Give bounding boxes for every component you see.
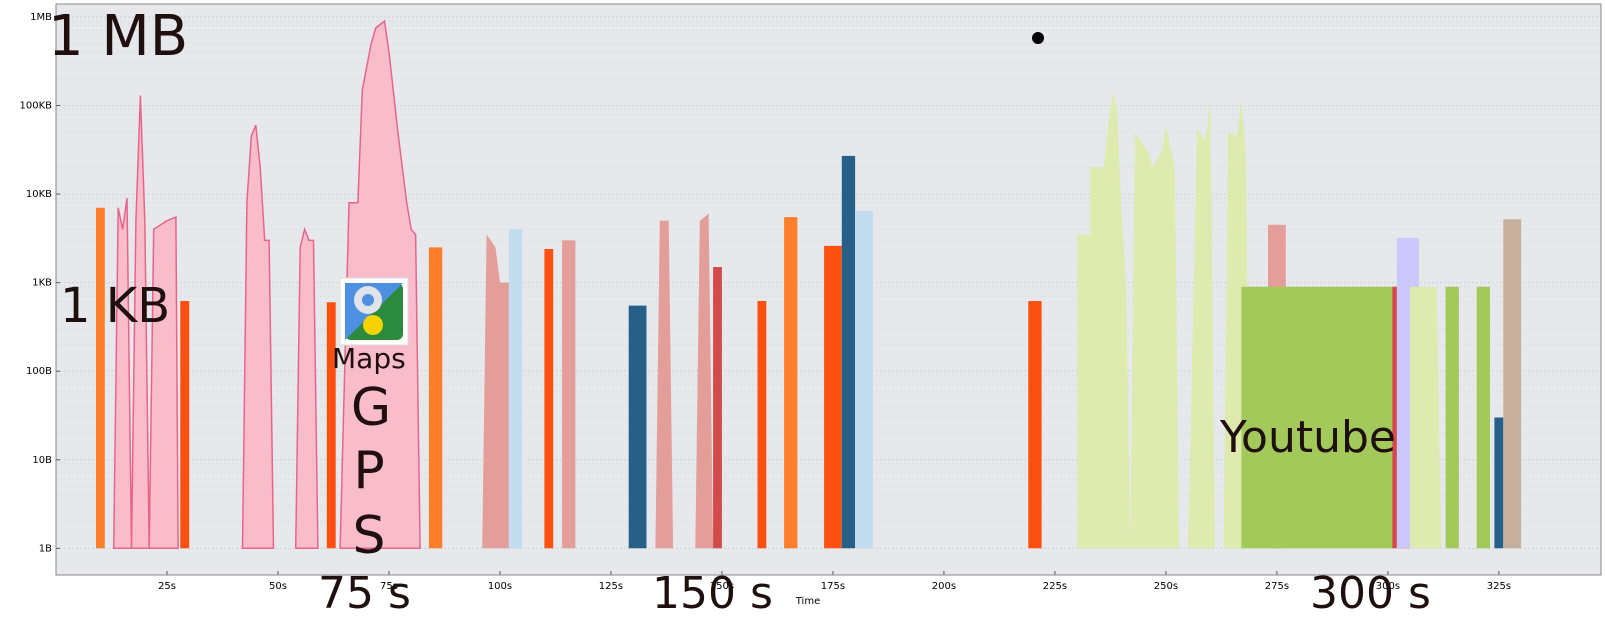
area-segment-14 [695,213,714,549]
x-tick-label: 225s [1043,581,1067,592]
y-tick-label: 100B [26,366,52,377]
x-tick-label: 75s [380,581,398,592]
area-segment-16 [757,301,767,549]
area-segment-33 [1494,417,1504,549]
x-tick-label: 150s [710,581,734,592]
area-segment-0 [96,207,105,549]
area-segment-17 [784,217,798,549]
x-tick-label: 100s [488,581,512,592]
area-segment-30 [1410,286,1442,549]
annotation-300s: 300 s [1310,568,1431,619]
y-tick-label: 1MB [30,12,52,23]
annotation-maps: Maps [332,342,406,375]
y-axis-ticks: 1B 10B 100B 1KB 10KB 100KB 1MB [19,12,60,554]
x-tick-label: 50s [269,581,287,592]
area-segment-8 [482,234,514,549]
annotation-gps-g: G [351,378,391,438]
area-segment-22 [1077,92,1131,549]
x-tick-label: 325s [1487,581,1511,592]
x-tick-label: 250s [1154,581,1178,592]
annotation-1kb: 1 KB [60,278,170,334]
annotation-youtube: Youtube [1219,412,1396,463]
annotation-75s: 75 s [318,568,411,619]
annotation-gps-s: S [352,506,385,566]
area-segment-32 [1476,286,1490,549]
area-segment-5 [326,302,336,549]
x-axis-ticks: 25s 50s 75s 100s 125s 150s 175s 200s 225s 250s 275… [158,571,1511,592]
area-segment-3 [241,124,275,550]
area-segment-4 [294,226,319,550]
x-tick-label: 175s [821,581,845,592]
maps-icon [339,277,409,346]
area-segment-24 [1188,98,1215,549]
area-segment-34 [1503,219,1522,549]
area-segment-12 [628,305,647,549]
area-segment-31 [1445,286,1459,549]
y-tick-label: 100KB [19,101,52,112]
area-segment-27 [1241,286,1393,549]
area-segment-19 [841,155,856,549]
area-segment-10 [544,249,554,549]
area-segment-21 [1028,301,1042,549]
x-axis-label: Time [795,596,820,607]
y-tick-label: 10KB [26,189,52,200]
x-tick-label: 275s [1265,581,1289,592]
area-segment-18 [824,245,842,549]
x-tick-label: 125s [599,581,623,592]
plot-frame [55,3,1602,576]
y-tick-label: 1B [39,543,52,554]
y-tick-label: 1KB [32,278,52,289]
area-segment-15 [713,267,722,549]
area-segment-13 [655,220,674,549]
x-tick-label: 300s [1376,581,1400,592]
data-areas [96,19,1522,550]
area-segment-2 [180,301,190,549]
area-segment-20 [855,210,873,549]
y-tick-label: 10B [32,455,52,466]
area-segment-7 [428,247,443,549]
area-segment-1 [112,95,179,550]
annotation-150s: 150 s [652,568,773,619]
annotation-gps-p: P [353,441,384,501]
area-segment-9 [508,229,523,549]
x-tick-label: 25s [158,581,176,592]
x-tick-label: 200s [932,581,956,592]
area-segment-11 [562,240,576,549]
marker-dot [1032,32,1044,44]
area-segment-23 [1130,125,1180,549]
annotation-1mb: 1 MB [48,4,188,69]
